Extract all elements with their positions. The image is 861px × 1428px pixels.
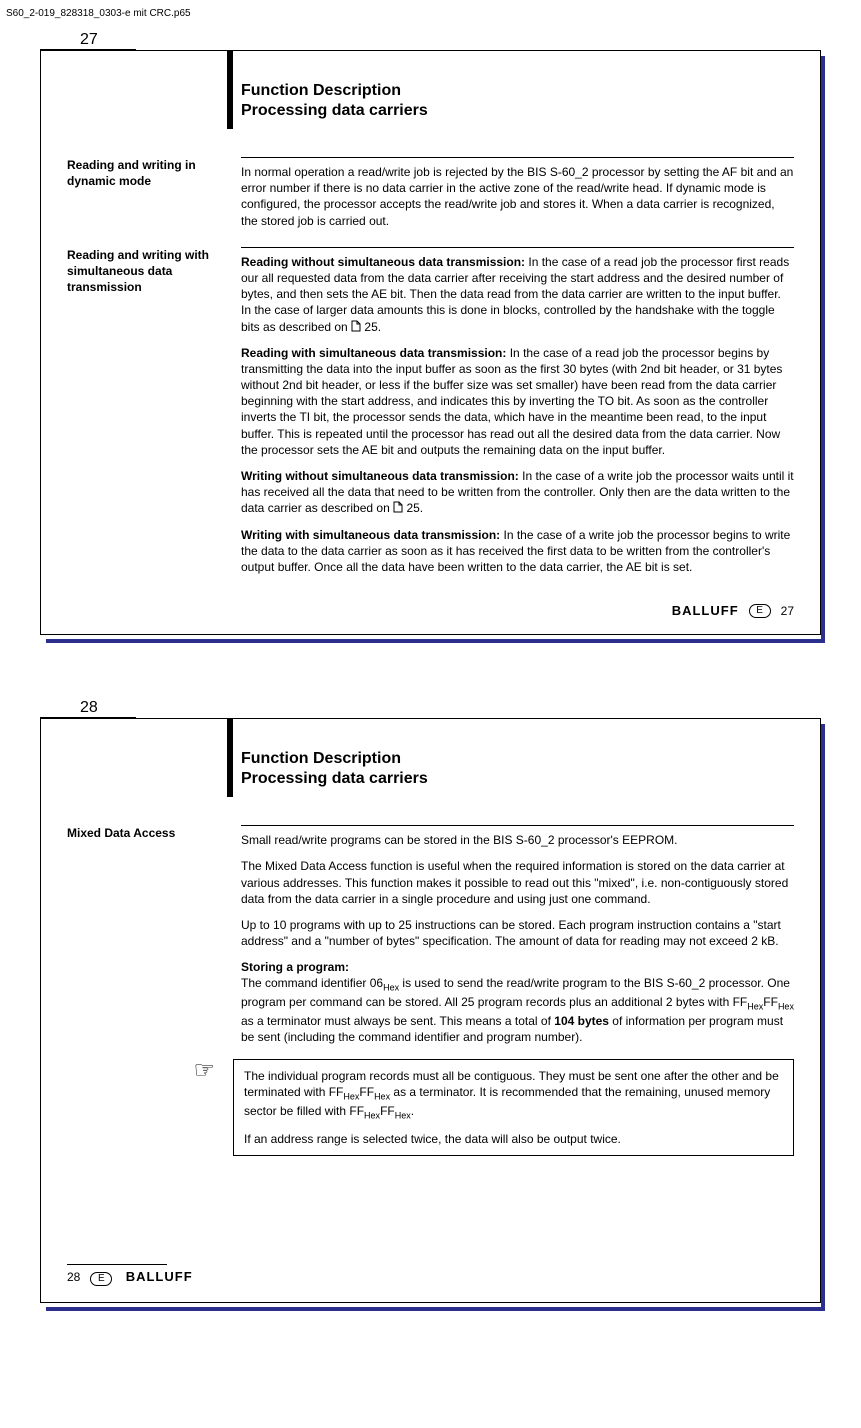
section-mixed-data: Mixed Data Access Small read/write progr… <box>67 825 794 1045</box>
hex-sub: Hex <box>395 1110 411 1120</box>
footer-page-number: 27 <box>781 604 794 618</box>
pointing-hand-icon: ☞ <box>67 1053 223 1083</box>
body-text: as a terminator must always be sent. Thi… <box>241 1014 554 1028</box>
note-paragraph: The individual program records must all … <box>244 1068 783 1121</box>
section-content: Reading without simultaneous data transm… <box>241 247 794 575</box>
hex-sub: Hex <box>374 1091 390 1101</box>
paragraph: Storing a program: The command identifie… <box>241 959 794 1045</box>
body-text: In the case of a read job the processor … <box>241 346 782 457</box>
e-badge: E <box>90 1272 112 1286</box>
section-content: Small read/write programs can be stored … <box>241 825 794 1045</box>
paragraph: The Mixed Data Access function is useful… <box>241 858 794 907</box>
frame-shadow-bottom <box>46 1307 825 1311</box>
page-root: S60_2-019_828318_0303-e mit CRC.p65 27 F… <box>0 0 861 1307</box>
body-text: The command identifier 06 <box>241 976 383 990</box>
frame-shadow-bottom <box>46 639 825 643</box>
page-ref: 25. <box>364 320 381 334</box>
body-text: FF <box>763 995 778 1009</box>
paragraph: Small read/write programs can be stored … <box>241 832 794 848</box>
spacer <box>67 1156 794 1236</box>
page-footer: 28 E BALLUFF <box>67 1264 794 1286</box>
bold-inline: 104 bytes <box>554 1014 609 1028</box>
section-label: Mixed Data Access <box>67 825 223 1045</box>
storing-head: Storing a program: <box>241 960 349 974</box>
note-paragraph: If an address range is selected twice, t… <box>244 1131 783 1147</box>
page-title: Function Description <box>241 81 794 101</box>
paragraph: Reading without simultaneous data transm… <box>241 254 794 335</box>
section-label: Reading and writing with simultaneous da… <box>67 247 223 575</box>
e-badge: E <box>749 604 771 618</box>
page-27-number: 27 <box>40 31 136 50</box>
section-content: In normal operation a read/write job is … <box>241 157 794 229</box>
file-path-label: S60_2-019_828318_0303-e mit CRC.p65 <box>0 0 861 31</box>
page-gap <box>0 639 861 699</box>
page-title: Function Description <box>241 749 794 769</box>
paragraph: Up to 10 programs with up to 25 instruct… <box>241 917 794 949</box>
footer-rule <box>67 1264 167 1265</box>
page-subtitle: Processing data carriers <box>241 769 794 789</box>
body-text: . <box>411 1104 414 1118</box>
note-row: ☞ The individual program records must al… <box>67 1053 794 1156</box>
page-subtitle: Processing data carriers <box>241 101 794 121</box>
frame-shadow-right <box>821 724 825 1311</box>
paragraph: Reading with simultaneous data transmiss… <box>241 345 794 458</box>
page-icon <box>393 501 403 513</box>
paragraph: In normal operation a read/write job is … <box>241 164 794 229</box>
heading-block: Function Description Processing data car… <box>241 741 794 807</box>
heading-bar <box>227 719 233 797</box>
body-text: FF <box>380 1104 395 1118</box>
page-icon <box>351 320 361 332</box>
lead-bold: Reading without simultaneous data transm… <box>241 255 525 269</box>
lead-bold: Writing without simultaneous data transm… <box>241 469 519 483</box>
page-footer: BALLUFF E 27 <box>67 603 794 618</box>
divider <box>241 247 794 248</box>
hex-sub: Hex <box>383 983 399 993</box>
frame-shadow-right <box>821 56 825 643</box>
paragraph: Writing without simultaneous data transm… <box>241 468 794 517</box>
body-text: FF <box>359 1085 374 1099</box>
section-label: Reading and writing in dynamic mode <box>67 157 223 229</box>
page-ref: 25. <box>406 501 423 515</box>
hex-sub: Hex <box>778 1001 794 1011</box>
section-dynamic-mode: Reading and writing in dynamic mode In n… <box>67 157 794 229</box>
hex-sub: Hex <box>747 1001 763 1011</box>
divider <box>241 157 794 158</box>
heading-bar <box>227 51 233 129</box>
hex-sub: Hex <box>343 1091 359 1101</box>
section-simultaneous: Reading and writing with simultaneous da… <box>67 247 794 575</box>
lead-bold: Writing with simultaneous data transmiss… <box>241 528 500 542</box>
lead-bold: Reading with simultaneous data transmiss… <box>241 346 506 360</box>
brand-logo: BALLUFF <box>672 603 739 618</box>
page-28-frame: Function Description Processing data car… <box>40 718 821 1307</box>
hex-sub: Hex <box>364 1110 380 1120</box>
note-box: The individual program records must all … <box>233 1059 794 1156</box>
footer-page-number: 28 <box>67 1270 80 1284</box>
page-28-number: 28 <box>40 699 136 718</box>
divider <box>241 825 794 826</box>
paragraph: Writing with simultaneous data transmiss… <box>241 527 794 576</box>
heading-block: Function Description Processing data car… <box>241 73 794 139</box>
brand-logo: BALLUFF <box>126 1269 193 1284</box>
page-27-frame: Function Description Processing data car… <box>40 50 821 639</box>
